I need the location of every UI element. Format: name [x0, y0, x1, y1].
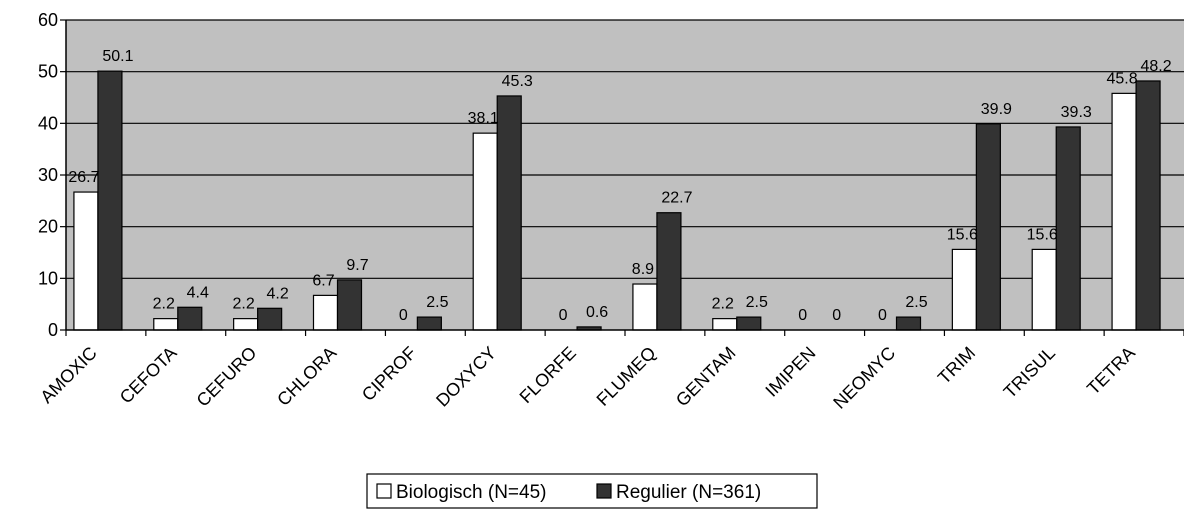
- legend-swatch-regulier: [596, 483, 612, 499]
- data-label: 45.3: [502, 73, 533, 90]
- x-axis-ticks: [65, 330, 1184, 336]
- bar-biologisch: [233, 318, 259, 331]
- bar-regulier: [1135, 80, 1161, 331]
- bar-regulier: [177, 306, 203, 331]
- data-label: 0: [832, 307, 841, 324]
- y-tick-label: 0: [48, 320, 58, 340]
- bar-regulier: [1055, 126, 1081, 331]
- data-label: 22.7: [661, 190, 692, 207]
- legend-swatch-biologisch: [376, 483, 392, 499]
- category-label: FLUMEQ: [593, 343, 660, 410]
- data-label: 0: [559, 307, 568, 324]
- data-label: 0: [798, 307, 807, 324]
- data-label: 2.2: [712, 296, 734, 313]
- gridlines: [66, 19, 1184, 279]
- category-label: TETRA: [1083, 343, 1139, 399]
- bar-biologisch: [951, 248, 977, 331]
- bar-regulier: [257, 307, 283, 331]
- data-label: 4.2: [267, 285, 289, 302]
- bar-regulier: [656, 212, 682, 331]
- y-axis-ticks: 0 10 20 30 40 50 60: [38, 10, 66, 340]
- category-label: AMOXIC: [36, 343, 100, 407]
- data-label: 48.2: [1141, 58, 1172, 75]
- bar-regulier: [97, 70, 123, 331]
- y-tick-label: 60: [38, 10, 58, 30]
- category-label: CEFURO: [193, 343, 261, 411]
- y-tick-label: 30: [38, 165, 58, 185]
- legend: Biologisch (N=45) Regulier (N=361): [366, 473, 818, 509]
- data-label: 2.5: [905, 294, 927, 311]
- y-tick-label: 20: [38, 217, 58, 237]
- bar-biologisch: [73, 191, 99, 331]
- data-label: 2.2: [233, 296, 255, 313]
- bar-regulier: [336, 279, 363, 331]
- bar-biologisch: [312, 294, 339, 331]
- bar-biologisch: [1031, 248, 1057, 331]
- category-label: CEFOTA: [116, 343, 181, 408]
- data-label: 8.9: [632, 261, 654, 278]
- data-label: 0.6: [586, 304, 608, 321]
- data-label: 45.8: [1107, 70, 1138, 87]
- category-label: CIPROF: [358, 343, 420, 405]
- data-labels: 26.7 50.1 2.2 4.4 2.2 4.2 6.7 9.7 0 2.5 38.1 45.3 0 0…: [68, 48, 1171, 324]
- category-labels: AMOXIC CEFOTA CEFURO CHLORA CIPROF DOXYCY FLOR…: [36, 343, 1139, 413]
- bar-regulier: [975, 123, 1001, 331]
- bar-biologisch: [632, 283, 658, 331]
- bar-regulier: [895, 316, 922, 331]
- legend-box: [366, 473, 818, 509]
- category-label: TRISUL: [1000, 343, 1059, 402]
- data-label: 6.7: [312, 272, 334, 289]
- y-tick-label: 10: [38, 268, 58, 288]
- data-label: 2.5: [426, 294, 448, 311]
- category-label: FLORFE: [516, 343, 580, 407]
- data-label: 50.1: [102, 48, 133, 65]
- data-label: 0: [399, 307, 408, 324]
- data-label: 26.7: [68, 169, 99, 186]
- data-label: 2.5: [746, 294, 768, 311]
- bar-regulier: [416, 316, 442, 331]
- category-label: IMIPEN: [761, 343, 819, 401]
- data-label: 38.1: [468, 110, 499, 127]
- legend-label-regulier: Regulier (N=361): [616, 482, 761, 503]
- category-label: NEOMYC: [829, 343, 899, 413]
- bar-regulier: [496, 95, 522, 331]
- data-label: 0: [878, 307, 887, 324]
- bar-regulier: [736, 316, 762, 331]
- bar-biologisch: [1111, 92, 1137, 331]
- y-tick-label: 50: [38, 62, 58, 82]
- y-tick-label: 40: [38, 113, 58, 133]
- data-label: 39.3: [1061, 104, 1092, 121]
- bar-biologisch: [712, 318, 738, 331]
- data-label: 4.4: [187, 284, 209, 301]
- data-label: 2.2: [153, 296, 175, 313]
- bars: [73, 70, 1161, 331]
- category-label: TRIM: [934, 343, 979, 388]
- legend-label-biologisch: Biologisch (N=45): [396, 482, 547, 503]
- bar-biologisch: [153, 318, 179, 331]
- data-label: 9.7: [346, 257, 368, 274]
- bar-biologisch: [472, 132, 498, 331]
- category-label: GENTAM: [672, 343, 740, 411]
- data-label: 39.9: [981, 101, 1012, 118]
- data-label: 15.6: [947, 226, 978, 243]
- category-label: DOXYCY: [432, 343, 500, 411]
- category-label: CHLORA: [273, 343, 340, 410]
- data-label: 15.6: [1027, 226, 1058, 243]
